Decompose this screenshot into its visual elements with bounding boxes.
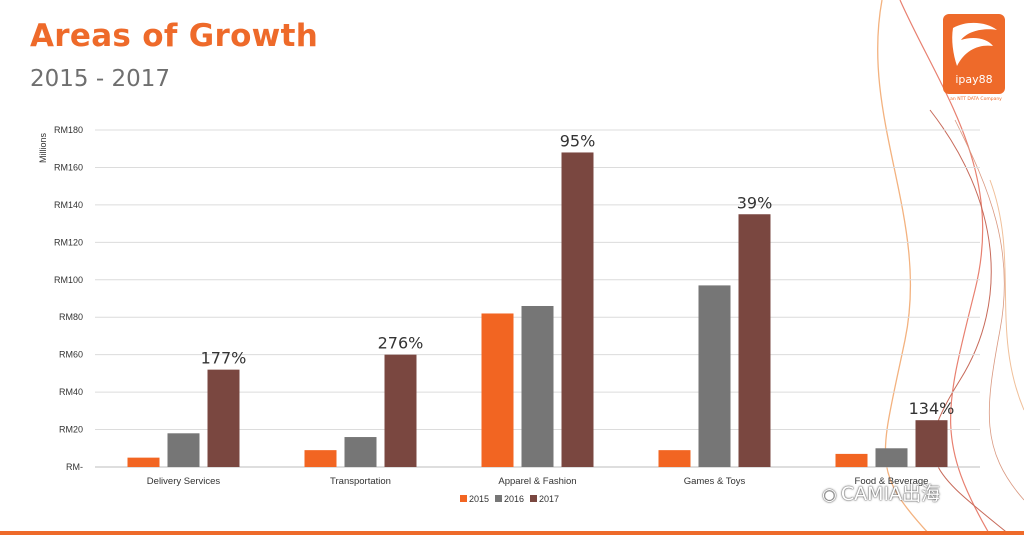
y-tick-label: RM60 — [59, 350, 83, 360]
logo-subtext: an NTT DATA Company — [950, 97, 1002, 102]
legend-label: 2015 — [469, 494, 489, 504]
bars — [127, 152, 948, 467]
legend: 2015 2016 2017 — [460, 494, 559, 504]
growth-label: 134% — [909, 399, 955, 418]
bar-2017-0 — [207, 369, 240, 467]
x-tick-label: Games & Toys — [684, 476, 746, 487]
y-tick-label: RM100 — [54, 275, 83, 285]
bar-2016-2 — [521, 305, 554, 467]
x-tick-label: Apparel & Fashion — [498, 476, 576, 487]
logo-text: ipay88 — [955, 73, 993, 86]
y-tick-label: RM20 — [59, 425, 83, 435]
x-tick-label: Transportation — [330, 476, 391, 487]
bar-2017-3 — [738, 214, 771, 467]
bar-2016-4 — [875, 448, 908, 467]
wechat-icon: ◉ — [822, 485, 837, 505]
legend-label: 2017 — [539, 494, 559, 504]
page-subtitle: 2015 - 2017 — [30, 66, 170, 92]
bar-2015-0 — [127, 457, 160, 467]
growth-label: 276% — [378, 334, 424, 353]
legend-swatch — [495, 495, 502, 502]
legend-label: 2016 — [504, 494, 524, 504]
legend-swatch — [530, 495, 537, 502]
bar-2016-0 — [167, 433, 200, 467]
y-axis-ticks: RM- RM20 RM40 RM60 RM80 RM100 RM120 RM140 RM160 R… — [54, 125, 83, 472]
y-tick-label: RM160 — [54, 162, 83, 172]
bar-2015-3 — [658, 450, 691, 467]
ipay88-logo: ipay88 — [943, 14, 1005, 94]
x-tick-label: Food & Beverage — [855, 476, 929, 487]
y-tick-label: RM180 — [54, 125, 83, 135]
bar-2015-2 — [481, 313, 514, 467]
y-tick-label: RM140 — [54, 200, 83, 210]
legend-swatch — [460, 495, 467, 502]
y-tick-label: RM120 — [54, 237, 83, 247]
bar-2016-3 — [698, 285, 731, 467]
growth-label: 95% — [560, 131, 596, 150]
growth-label: 177% — [201, 349, 247, 368]
bar-2016-1 — [344, 437, 377, 467]
bar-2017-4 — [915, 420, 948, 467]
bar-2017-2 — [561, 152, 594, 467]
y-tick-label: RM- — [66, 462, 83, 472]
x-tick-label: Delivery Services — [147, 476, 221, 487]
bar-2015-1 — [304, 450, 337, 467]
growth-label: 39% — [737, 193, 773, 212]
bottom-accent-bar — [0, 531, 1024, 535]
x-axis-labels: Delivery Services Transportation Apparel &… — [147, 476, 929, 487]
growth-annotations: 177% 276% 95% 39% 134% — [201, 131, 955, 418]
page-title: Areas of Growth — [30, 18, 319, 54]
watermark-text: CAMIA出海 — [840, 483, 941, 505]
wechat-watermark: ◉ CAMIA出海 — [822, 479, 940, 506]
y-tick-label: RM80 — [59, 312, 83, 322]
bar-2015-4 — [835, 453, 868, 467]
y-tick-label: RM40 — [59, 387, 83, 397]
bar-2017-1 — [384, 354, 417, 467]
y-axis-label: Millions — [38, 133, 48, 164]
logo-swoosh-icon — [952, 22, 997, 66]
